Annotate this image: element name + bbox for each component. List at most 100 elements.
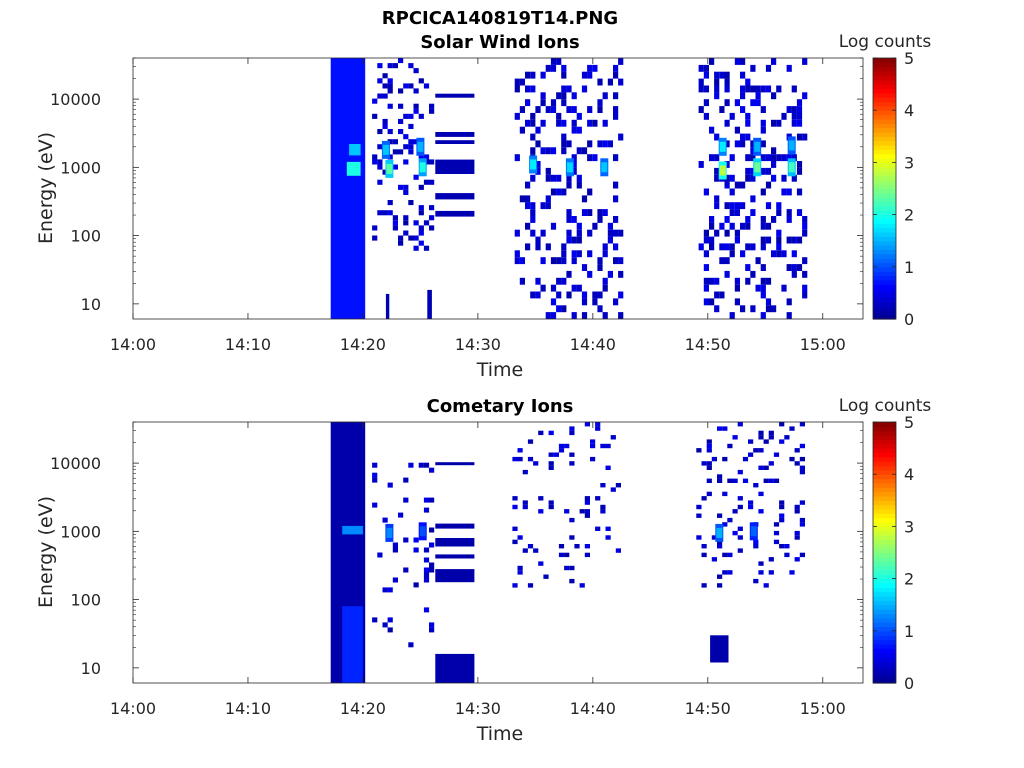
count-cell bbox=[703, 112, 709, 120]
count-cell bbox=[698, 161, 704, 168]
count-cell bbox=[514, 78, 520, 86]
count-cell bbox=[387, 88, 393, 94]
count-cell bbox=[527, 439, 534, 444]
count-cell bbox=[613, 71, 619, 79]
count-cell bbox=[771, 305, 777, 313]
count-cell bbox=[802, 270, 808, 278]
count-cell bbox=[745, 264, 751, 271]
count-cell bbox=[413, 139, 419, 145]
count-cell bbox=[595, 422, 601, 427]
count-cell bbox=[711, 535, 717, 540]
count-cell bbox=[514, 257, 520, 265]
count-cell bbox=[799, 469, 805, 475]
x-tick-label: 14:20 bbox=[340, 699, 386, 718]
count-cell bbox=[750, 140, 756, 148]
count-cell bbox=[597, 216, 603, 223]
count-cell bbox=[771, 161, 777, 168]
count-cell bbox=[525, 222, 531, 230]
count-cell bbox=[382, 73, 388, 79]
count-cell bbox=[763, 478, 769, 483]
x-axis-label: Time bbox=[476, 723, 524, 745]
count-cell bbox=[408, 123, 414, 129]
count-cell bbox=[765, 85, 772, 93]
count-cell bbox=[540, 71, 546, 79]
colorbar-segment bbox=[873, 643, 896, 649]
count-cell bbox=[786, 298, 792, 306]
count-region bbox=[435, 93, 475, 98]
count-cell bbox=[403, 189, 409, 195]
count-cell bbox=[382, 93, 388, 99]
count-cell bbox=[550, 312, 557, 319]
count-cell bbox=[538, 509, 544, 514]
count-cell bbox=[737, 535, 743, 540]
count-cell bbox=[584, 496, 590, 501]
count-cell bbox=[571, 284, 577, 292]
count-cell bbox=[403, 113, 409, 119]
count-cell bbox=[701, 496, 707, 501]
count-cell bbox=[561, 64, 567, 72]
count-cell bbox=[781, 112, 787, 120]
count-cell bbox=[413, 245, 419, 251]
count-cell bbox=[765, 298, 772, 306]
count-cell bbox=[753, 483, 759, 488]
count-cell bbox=[755, 257, 761, 265]
count-cell bbox=[703, 188, 709, 196]
count-cell bbox=[597, 209, 603, 216]
count-cell bbox=[561, 92, 567, 100]
colorbar-segment bbox=[873, 569, 896, 575]
colorbar-segment bbox=[873, 118, 896, 124]
count-cell bbox=[714, 174, 720, 182]
count-cell bbox=[540, 99, 546, 107]
count-cell bbox=[765, 154, 772, 162]
colorbar-segment bbox=[873, 292, 896, 298]
count-cell bbox=[722, 426, 728, 431]
count-cell bbox=[587, 250, 593, 258]
count-cell bbox=[703, 85, 709, 93]
count-cell bbox=[392, 577, 398, 583]
count-cell bbox=[732, 509, 738, 514]
count-cell bbox=[530, 85, 536, 93]
colorbar-segment bbox=[873, 543, 896, 549]
count-cell bbox=[618, 133, 624, 141]
count-region bbox=[435, 569, 475, 583]
colorbar-segment bbox=[873, 279, 896, 285]
count-cell bbox=[517, 535, 523, 540]
count-cell bbox=[548, 430, 554, 436]
count-hotspot-core bbox=[530, 159, 537, 170]
count-cell bbox=[709, 298, 715, 306]
count-cell bbox=[527, 544, 534, 549]
count-cell bbox=[387, 617, 393, 623]
count-cell bbox=[566, 140, 572, 148]
count-cell bbox=[758, 435, 764, 440]
count-cell bbox=[550, 222, 557, 230]
colorbar-segment bbox=[873, 469, 896, 475]
count-cell bbox=[387, 210, 393, 216]
count-cell bbox=[558, 448, 565, 453]
count-cell bbox=[776, 243, 782, 251]
count-cell bbox=[566, 85, 572, 93]
panel-title: Solar Wind Ions bbox=[420, 32, 579, 53]
count-cell bbox=[703, 229, 709, 237]
count-cell bbox=[802, 216, 808, 223]
colorbar-segment bbox=[873, 127, 896, 133]
count-cell bbox=[538, 430, 544, 436]
count-cell bbox=[525, 85, 531, 93]
count-cell bbox=[750, 209, 756, 216]
count-cell bbox=[709, 236, 715, 244]
count-cell bbox=[550, 147, 557, 155]
count-cell bbox=[387, 103, 393, 109]
count-cell bbox=[398, 149, 404, 155]
count-cell bbox=[768, 570, 774, 575]
colorbar-segment bbox=[873, 656, 896, 662]
colorbar-segment bbox=[873, 214, 896, 220]
count-cell bbox=[706, 491, 712, 497]
count-cell bbox=[377, 210, 383, 216]
count-cell bbox=[724, 181, 730, 189]
count-cell bbox=[786, 154, 792, 162]
colorbar-segment bbox=[873, 236, 896, 242]
x-tick-label: 14:50 bbox=[685, 335, 731, 354]
colorbar-tick-label: 4 bbox=[904, 101, 914, 120]
count-cell bbox=[722, 456, 728, 462]
count-cell bbox=[581, 298, 588, 306]
count-cell bbox=[408, 63, 414, 69]
